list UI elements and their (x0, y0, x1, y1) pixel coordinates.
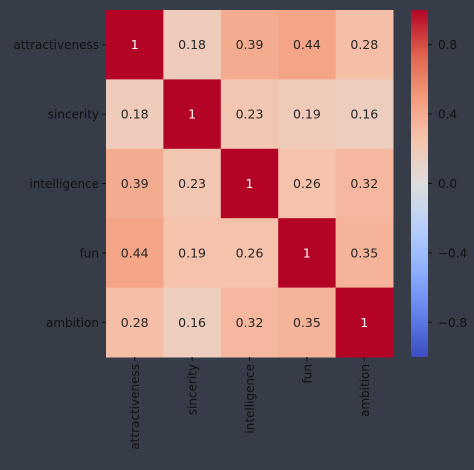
cell-value-label: 0.16 (178, 315, 206, 330)
cell-value-label: 1 (246, 176, 254, 191)
heatmap-cell (163, 10, 222, 80)
heatmap-cell (278, 287, 337, 358)
column-axis-labels: attractiveness sincerity intelligence fun am… (128, 357, 372, 450)
heatmap-cell (278, 79, 337, 150)
heatmap-cell (278, 10, 337, 80)
cell-value-label: 0.23 (178, 176, 206, 191)
cell-value-label: 0.18 (121, 107, 149, 122)
row-axis-labels: attractiveness sincerity intelligence fun am… (13, 38, 106, 330)
heatmap-cell (220, 148, 279, 219)
heatmap-cell (220, 10, 279, 80)
heatmap-cell (220, 287, 279, 358)
cell-value-label: 1 (131, 37, 139, 52)
heatmap-cell (335, 287, 394, 358)
heatmap-cell (106, 287, 164, 358)
cell-value-label: 1 (188, 107, 196, 122)
heatmap-cell (335, 148, 394, 219)
colorbar-tick-label: 0.0 (438, 177, 457, 191)
cell-value-label: 0.19 (293, 107, 321, 122)
colorbar-tick-label: −0.4 (438, 246, 467, 260)
cell-value-label: 0.35 (350, 245, 378, 260)
colorbar-tick-label: 0.4 (438, 108, 457, 122)
heatmap-cell (220, 79, 279, 150)
column-label: attractiveness (128, 364, 142, 450)
heatmap-cell (163, 148, 222, 219)
heatmap-cell (335, 79, 394, 150)
heatmap-cell (106, 148, 164, 219)
cell-value-label: 1 (303, 245, 311, 260)
colorbar-tick-label: −0.8 (438, 316, 467, 330)
heatmap-cell (106, 10, 164, 80)
column-label: sincerity (186, 364, 200, 415)
cell-value-label: 0.23 (236, 107, 264, 122)
cell-value-label: 0.26 (293, 176, 321, 191)
cell-value-label: 0.32 (350, 176, 378, 191)
cell-value-label: 0.18 (178, 37, 206, 52)
colorbar-tick-label: 0.8 (438, 38, 457, 52)
heatmap-cells (106, 10, 394, 358)
cell-value-label: 0.35 (293, 315, 321, 330)
cell-value-label: 0.39 (236, 37, 264, 52)
cell-value-label: 0.32 (236, 315, 264, 330)
cell-value-label: 0.44 (121, 245, 149, 260)
row-label: intelligence (29, 177, 99, 191)
heatmap-cell (163, 79, 222, 150)
cell-value-label: 0.44 (293, 37, 321, 52)
heatmap-cell (335, 218, 394, 289)
cell-value-label: 0.39 (121, 176, 149, 191)
colorbar-gradient (411, 10, 428, 357)
heatmap-cell (106, 218, 164, 289)
column-label: fun (300, 364, 314, 383)
column-label: ambition (358, 364, 372, 417)
row-label: attractiveness (13, 38, 99, 52)
row-label: sincerity (48, 108, 99, 122)
heatmap-cell (220, 218, 279, 289)
heatmap-cell (163, 218, 222, 289)
heatmap-cell (106, 79, 164, 150)
cell-value-label: 1 (360, 315, 368, 330)
cell-value-label: 0.16 (350, 107, 378, 122)
row-label: fun (80, 246, 99, 260)
heatmap-cell (278, 218, 337, 289)
column-label: intelligence (243, 364, 257, 434)
row-label: ambition (46, 316, 99, 330)
cell-value-label: 0.19 (178, 245, 206, 260)
colorbar: 0.8 0.4 0.0 −0.4 −0.8 (411, 10, 467, 357)
cell-value-label: 0.28 (121, 315, 149, 330)
heatmap-cell (163, 287, 222, 358)
cell-value-label: 0.28 (350, 37, 378, 52)
cell-value-label: 0.26 (236, 245, 264, 260)
heatmap-cell (335, 10, 394, 80)
heatmap-annotations: 1 0.18 0.39 0.44 0.28 0.18 1 0.23 0.19 0.16 0.39 0.… (121, 37, 378, 330)
heatmap-cell (278, 148, 337, 219)
